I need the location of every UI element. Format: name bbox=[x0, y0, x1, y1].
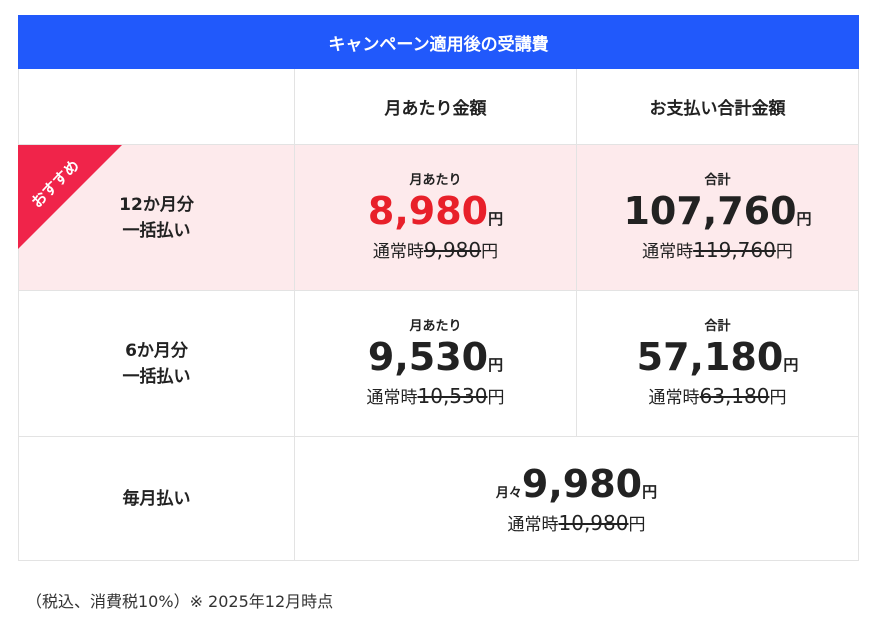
price-unit: 円 bbox=[783, 356, 799, 374]
column-header: お支払い合計金額 bbox=[649, 99, 786, 119]
price: 57,180 bbox=[636, 335, 784, 379]
table-cell: 月あたり 8,980円 通常時9,980円 bbox=[295, 145, 577, 291]
price-unit: 円 bbox=[642, 483, 658, 501]
plan-name: 一括払い bbox=[122, 366, 191, 387]
plan-name: 12か月分 bbox=[119, 194, 194, 215]
badge-ribbon bbox=[18, 145, 122, 249]
column-header: 月あたり金額 bbox=[384, 99, 487, 119]
regular-unit: 円 bbox=[769, 388, 787, 408]
price-line: 57,180円 bbox=[637, 335, 799, 379]
price-line: 月々9,980円 bbox=[496, 462, 657, 506]
plan-name: 一括払い bbox=[122, 220, 191, 241]
table-cell: 月あたり金額 bbox=[295, 69, 577, 145]
regular-label: 通常時 bbox=[507, 515, 559, 535]
regular-price-line: 通常時9,980円 bbox=[373, 237, 498, 262]
regular-price-line: 通常時10,980円 bbox=[508, 510, 646, 535]
price-label: 合計 bbox=[704, 173, 731, 188]
price-unit: 円 bbox=[488, 210, 504, 228]
regular-label: 通常時 bbox=[648, 388, 700, 408]
price: 8,980 bbox=[367, 189, 489, 233]
regular-unit: 円 bbox=[628, 515, 646, 535]
badge-text: おすすめ bbox=[27, 156, 83, 212]
footnote: （税込、消費税10%）※ 2025年12月時点 bbox=[26, 592, 334, 611]
regular-price-line: 通常時10,530円 bbox=[367, 383, 505, 408]
price-unit: 円 bbox=[796, 210, 812, 228]
table-cell: 月あたり 9,530円 通常時10,530円 bbox=[295, 291, 577, 437]
regular-unit: 円 bbox=[481, 242, 499, 262]
table-cell: 合計 57,180円 通常時63,180円 bbox=[577, 291, 859, 437]
table-cell: 月々9,980円 通常時10,980円 bbox=[295, 437, 859, 561]
plan-name: 6か月分 bbox=[125, 340, 188, 361]
plan-name: 毎月払い bbox=[122, 488, 191, 509]
regular-label: 通常時 bbox=[642, 242, 694, 262]
price: 107,760 bbox=[623, 189, 797, 233]
table-title: キャンペーン適用後の受講費 bbox=[18, 15, 859, 69]
regular-price: 63,180 bbox=[699, 384, 770, 408]
regular-unit: 円 bbox=[775, 242, 793, 262]
regular-price: 9,980 bbox=[423, 238, 482, 262]
table-cell bbox=[18, 69, 295, 145]
price-line: 9,530円 bbox=[368, 335, 503, 379]
price-label: 合計 bbox=[704, 319, 731, 334]
table-cell: 合計 107,760円 通常時119,760円 bbox=[577, 145, 859, 291]
regular-label: 通常時 bbox=[372, 242, 424, 262]
badge: おすすめ bbox=[18, 145, 122, 249]
regular-price-line: 通常時119,760円 bbox=[642, 237, 793, 262]
price-label: 月々 bbox=[495, 486, 522, 501]
price-unit: 円 bbox=[488, 356, 504, 374]
price-label: 月あたり bbox=[409, 319, 462, 334]
table-cell: 6か月分一括払い bbox=[18, 291, 295, 437]
price: 9,980 bbox=[521, 462, 643, 506]
regular-price: 10,530 bbox=[417, 384, 488, 408]
regular-price: 10,980 bbox=[558, 511, 629, 535]
regular-unit: 円 bbox=[487, 388, 505, 408]
price-label: 月あたり bbox=[409, 173, 462, 188]
regular-price: 119,760 bbox=[693, 238, 776, 262]
regular-price-line: 通常時63,180円 bbox=[649, 383, 787, 408]
badge-shape bbox=[18, 145, 122, 249]
regular-label: 通常時 bbox=[366, 388, 418, 408]
price-line: 8,980円 bbox=[368, 189, 503, 233]
table-cell: 毎月払い bbox=[18, 437, 295, 561]
price-line: 107,760円 bbox=[623, 189, 811, 233]
price: 9,530 bbox=[367, 335, 489, 379]
table-cell: お支払い合計金額 bbox=[577, 69, 859, 145]
